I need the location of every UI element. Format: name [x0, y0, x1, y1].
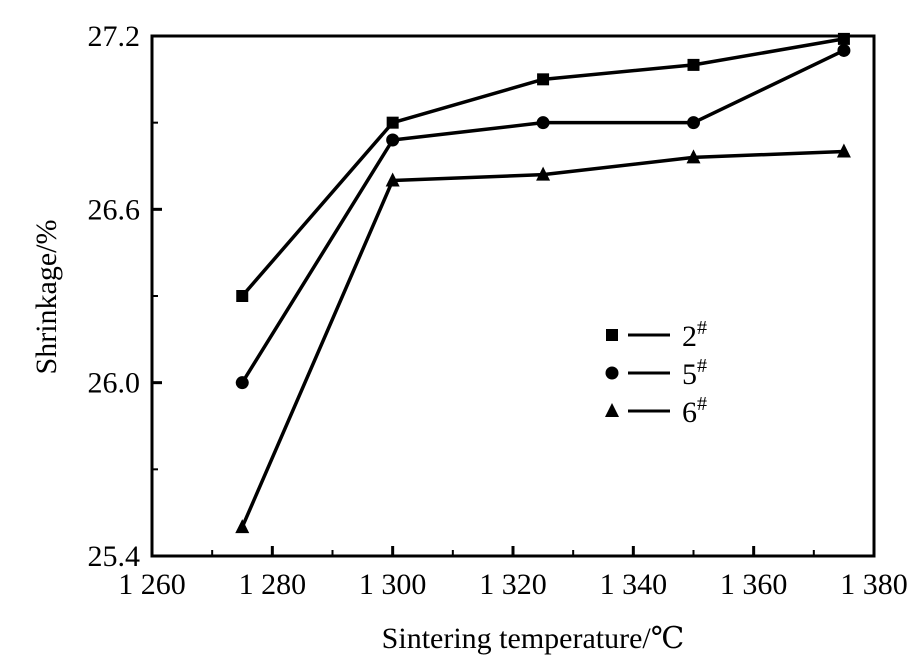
- series-2-point: [687, 58, 700, 71]
- y-tick-label: 26.6: [88, 193, 141, 226]
- series-5: [235, 43, 851, 390]
- series-2-point: [537, 73, 550, 86]
- y-axis: 25.4 26.0 26.6 27.2: [88, 20, 162, 573]
- legend-item-6: 6#: [605, 393, 707, 429]
- x-axis-title: Sintering temperature/℃: [382, 622, 685, 655]
- x-tick-label: 1 260: [118, 568, 186, 601]
- series-5-line: [240, 48, 845, 384]
- y-tick-label: 26.0: [88, 367, 141, 400]
- series-2: [236, 32, 850, 302]
- series-2-point: [236, 290, 249, 302]
- series-5-point: [536, 116, 550, 130]
- legend-label-sup: #: [697, 317, 707, 339]
- x-tick-label: 1 300: [359, 568, 427, 601]
- y-axis-title: Shrinkage/%: [30, 220, 63, 375]
- x-tick-label: 1 380: [840, 568, 908, 601]
- plot-frame: [150, 34, 876, 558]
- series-5-point: [386, 133, 400, 147]
- series-6-point: [385, 172, 400, 187]
- x-tick-label: 1 340: [600, 568, 668, 601]
- series-5-point: [837, 43, 851, 57]
- y-tick-label: 27.2: [88, 20, 141, 53]
- legend-marker: [606, 329, 618, 341]
- series-5-point: [687, 116, 700, 130]
- x-tick-label: 1 320: [479, 568, 547, 601]
- series-layer: [235, 32, 851, 534]
- series-6: [235, 143, 851, 534]
- series-6-point: [686, 149, 701, 164]
- series-6-line: [240, 149, 844, 528]
- series-2-point: [837, 32, 850, 45]
- plot-area: [150, 34, 876, 558]
- legend-marker: [605, 366, 619, 380]
- series-6-point: [235, 519, 250, 534]
- legend-marker: [605, 403, 619, 417]
- legend-label: 2#: [682, 317, 707, 353]
- x-tick-label: 1 280: [239, 568, 307, 601]
- legend-label-sup: #: [697, 393, 707, 415]
- x-tick-label: 1 360: [720, 568, 788, 601]
- legend-label: 5#: [682, 355, 707, 391]
- y-tick-label: 25.4: [88, 540, 141, 573]
- legend: 2#5#6#: [605, 317, 707, 429]
- legend-label: 6#: [682, 393, 707, 429]
- legend-label-sup: #: [697, 355, 707, 377]
- legend-item-5: 5#: [605, 355, 707, 391]
- legend-item-2: 2#: [606, 317, 707, 353]
- x-axis: 1 260 1 280 1 300 1 320 1 340 1 360 1 380: [118, 546, 908, 601]
- series-5-point: [235, 376, 249, 390]
- series-2-point: [386, 116, 399, 129]
- series-6-point: [836, 143, 851, 158]
- series-6-point: [536, 166, 551, 181]
